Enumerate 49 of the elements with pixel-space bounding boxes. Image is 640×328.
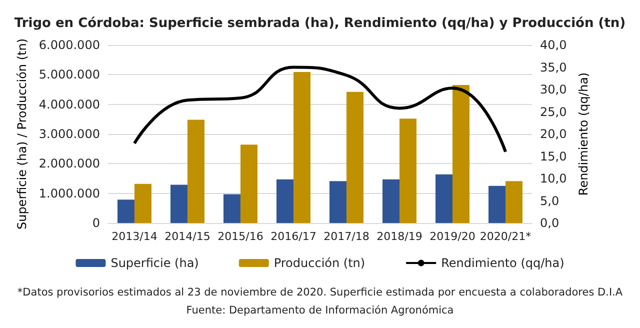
bar xyxy=(329,181,346,223)
x-tick-label: 2015/16 xyxy=(218,230,264,243)
bar xyxy=(117,200,134,223)
x-tick-label: 2019/20 xyxy=(430,230,476,243)
y2-axis-title: Rendimiento (qq/ha) xyxy=(576,72,591,196)
y-tick-label: 4.000.000 xyxy=(38,97,100,112)
bar xyxy=(399,118,416,223)
y2-tick-label: 40,0 xyxy=(540,38,567,52)
legend-label: Rendimiento (qq/ha) xyxy=(441,256,564,270)
text: *Datos provisorios estimados al 23 de noviembre de 2020. Superficie estimada por encuesta a colaboradores D.I.A xyxy=(17,286,624,298)
y2-tick-label: 20,0 xyxy=(540,127,567,141)
y-tick-label: 1.000.000 xyxy=(38,186,100,200)
bar xyxy=(223,194,240,223)
x-tick-label: 2018/19 xyxy=(376,230,422,243)
y2-tick-label: 10,0 xyxy=(540,172,567,186)
x-tick-label: 2014/15 xyxy=(164,230,210,243)
chart-title: Trigo en Córdoba: Superficie sembrada (ha), Rendimiento (qq/ha) y Producción (tn) xyxy=(14,16,626,31)
y-tick-label: 5.000.000 xyxy=(38,68,100,82)
legend-label: Superficie (ha) xyxy=(110,256,199,270)
bar xyxy=(293,72,310,223)
source-note: Fuente: Departamento de Información Agronómica xyxy=(186,304,454,316)
bar xyxy=(240,144,258,223)
bar xyxy=(187,120,204,223)
x-tick-label: 2016/17 xyxy=(270,230,316,243)
y-axis-title: Superficie (ha) / Producción (tn) xyxy=(15,38,29,230)
y-tick-label: 2.000.000 xyxy=(38,156,100,171)
bar xyxy=(346,92,364,223)
bar xyxy=(276,179,294,223)
y2-tick-label: 5,0 xyxy=(540,194,560,208)
legend-label: Producción (tn) xyxy=(274,256,366,270)
y2-tick-label: 30,0 xyxy=(540,82,567,96)
x-tick-label: 2017/18 xyxy=(324,230,370,243)
y2-tick-label: 15,0 xyxy=(540,149,567,164)
x-tick-label: 2020/21* xyxy=(480,230,532,243)
line-series xyxy=(132,66,507,154)
bar xyxy=(506,181,522,223)
y2-tick-label: 0,0 xyxy=(540,216,560,230)
bar xyxy=(170,184,188,223)
y-tick-label: 0 xyxy=(92,216,100,230)
y-tick-label: 6.000.000 xyxy=(38,38,100,52)
bar xyxy=(452,85,470,223)
bar xyxy=(382,179,400,223)
y2-tick-label: 25,0 xyxy=(540,104,567,119)
bar xyxy=(435,174,452,223)
bar xyxy=(134,184,152,223)
y-tick-label: 3.000.000 xyxy=(38,127,100,141)
bar xyxy=(488,186,506,223)
x-tick-label: 2013/14 xyxy=(112,230,158,243)
y2-tick-label: 35,0 xyxy=(540,60,567,74)
